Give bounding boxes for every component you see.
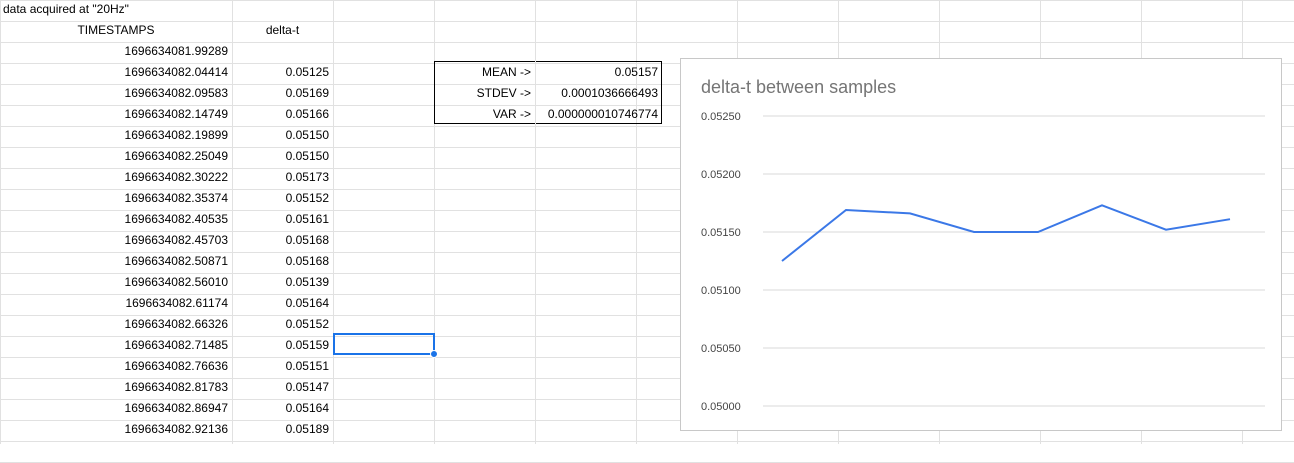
delta-cell: 0.05164 (232, 293, 333, 314)
header-delta: delta-t (232, 20, 333, 41)
delta-cell: 0.05161 (232, 209, 333, 230)
delta-cell: 0.05189 (232, 419, 333, 440)
delta-cell: 0.05147 (232, 377, 333, 398)
delta-cell: 0.05125 (232, 62, 333, 83)
y-tick-label: 0.05050 (701, 343, 741, 355)
stat-value: 0.05157 (535, 62, 662, 83)
delta-cell: 0.05173 (232, 167, 333, 188)
timestamp-cell: 1696634082.09583 (0, 83, 232, 104)
timestamp-cell: 1696634082.86947 (0, 398, 232, 419)
y-tick-label: 0.05000 (701, 401, 741, 413)
timestamp-cell: 1696634082.25049 (0, 146, 232, 167)
delta-cell: 0.05169 (232, 83, 333, 104)
timestamp-cell: 1696634082.19899 (0, 125, 232, 146)
timestamp-cell: 1696634082.61174 (0, 293, 232, 314)
delta-cell: 0.05152 (232, 314, 333, 335)
timestamp-cell: 1696634082.14749 (0, 104, 232, 125)
timestamp-cell: 1696634082.30222 (0, 167, 232, 188)
delta-cell: 0.05166 (232, 104, 333, 125)
timestamp-cell: 1696634082.76636 (0, 356, 232, 377)
timestamp-cell: 1696634082.35374 (0, 188, 232, 209)
timestamp-cell: 1696634082.40535 (0, 209, 232, 230)
timestamp-cell: 1696634082.81783 (0, 377, 232, 398)
fill-handle[interactable] (430, 350, 438, 358)
timestamp-cell: 1696634082.66326 (0, 314, 232, 335)
timestamp-cell: 1696634082.71485 (0, 335, 232, 356)
timestamp-cell: 1696634082.04414 (0, 62, 232, 83)
delta-cell: 0.05150 (232, 146, 333, 167)
delta-cell: 0.05150 (232, 125, 333, 146)
timestamp-cell: 1696634082.50871 (0, 251, 232, 272)
delta-cell: 0.05159 (232, 335, 333, 356)
stat-label: STDEV -> (434, 83, 535, 104)
grid-row-line (0, 441, 1294, 442)
y-tick-label: 0.05200 (701, 169, 741, 181)
stat-label: VAR -> (434, 104, 535, 125)
y-tick-label: 0.05250 (701, 111, 741, 123)
stat-value: 0.0001036666493 (535, 83, 662, 104)
stat-value: 0.000000010746774 (535, 104, 662, 125)
timestamp-cell: 1696634081.99289 (0, 41, 232, 62)
header-timestamps: TIMESTAMPS (0, 20, 232, 41)
selected-cell[interactable] (333, 333, 435, 355)
delta-cell: 0.05164 (232, 398, 333, 419)
timestamp-cell: 1696634082.45703 (0, 230, 232, 251)
timestamp-cell: 1696634082.56010 (0, 272, 232, 293)
grid-col-line (333, 0, 334, 444)
delta-cell: 0.05151 (232, 356, 333, 377)
timestamp-cell: 1696634082.92136 (0, 419, 232, 440)
chart-plot: 0.05250 0.05200 0.05150 0.05100 0.05050 0.050… (681, 59, 1283, 432)
delta-cell: 0.05139 (232, 272, 333, 293)
delta-cell (232, 41, 333, 62)
y-tick-label: 0.05100 (701, 285, 741, 297)
y-tick-label: 0.05150 (701, 227, 741, 239)
stat-label: MEAN -> (434, 62, 535, 83)
delta-cell: 0.05152 (232, 188, 333, 209)
series-line (782, 205, 1230, 261)
sheet-note: data acquired at "20Hz" (0, 0, 232, 20)
delta-cell: 0.05168 (232, 251, 333, 272)
delta-cell: 0.05168 (232, 230, 333, 251)
